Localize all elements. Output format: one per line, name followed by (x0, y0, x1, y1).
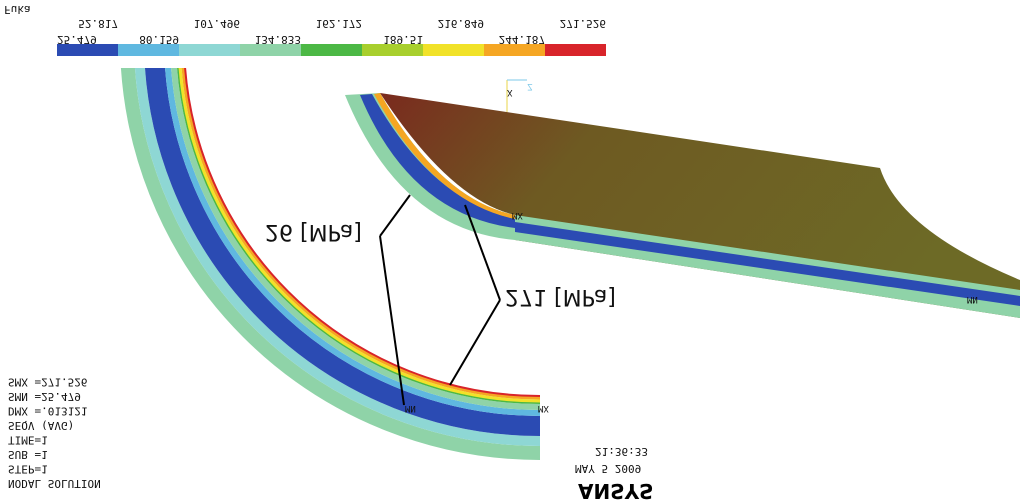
info-line: STEP=1 (8, 463, 48, 476)
annotation: 26 [MPa] (265, 219, 362, 244)
legend-swatch (118, 44, 179, 56)
legend-swatch (362, 44, 423, 56)
legend-label: 271.526 (560, 17, 606, 30)
legend-label: 134.833 (255, 33, 301, 46)
legend-label: 52.817 (78, 17, 118, 30)
axis-label: Z (527, 81, 533, 91)
legend-label: 107.496 (194, 17, 240, 30)
legend-swatch (484, 44, 545, 56)
info-line: SUB =1 (8, 448, 48, 461)
logo: ANSYS (578, 479, 654, 500)
node-label: MN (967, 294, 978, 304)
info-line: NODAL SOLUTION (8, 477, 101, 490)
info-line: TIME=1 (8, 434, 48, 447)
node-label: MX (512, 210, 523, 220)
legend-label: 216.849 (438, 17, 484, 30)
annotation: 271 [MPa] (505, 284, 616, 309)
legend-swatch (423, 44, 484, 56)
trough-model (345, 93, 1020, 318)
info-line: SMX =271.526 (8, 376, 87, 389)
legend-swatch (57, 44, 118, 56)
legend-label: 80.159 (139, 33, 179, 46)
info-line: DMX =.013121 (8, 405, 87, 418)
legend-label: 189.51 (383, 33, 423, 46)
leader-lines (379, 194, 501, 406)
legend-swatch (545, 44, 606, 56)
date: MAY 5 2009 (575, 462, 641, 475)
info-line: SEQV (AVG) (8, 419, 74, 432)
legend-swatch (179, 44, 240, 56)
axis-label: X (507, 87, 513, 97)
legend-label: 162.172 (316, 17, 362, 30)
node-label: MN (405, 403, 416, 413)
legend-swatch (240, 44, 301, 56)
info-line: SMN =25.479 (8, 390, 81, 403)
node-label: MX (538, 403, 549, 413)
legend-label: 25.479 (57, 33, 97, 46)
time: 21:36:33 (595, 445, 648, 458)
legend-swatch (301, 44, 362, 56)
plot-title: Fuka (4, 3, 31, 16)
legend-label: 244.187 (499, 33, 545, 46)
